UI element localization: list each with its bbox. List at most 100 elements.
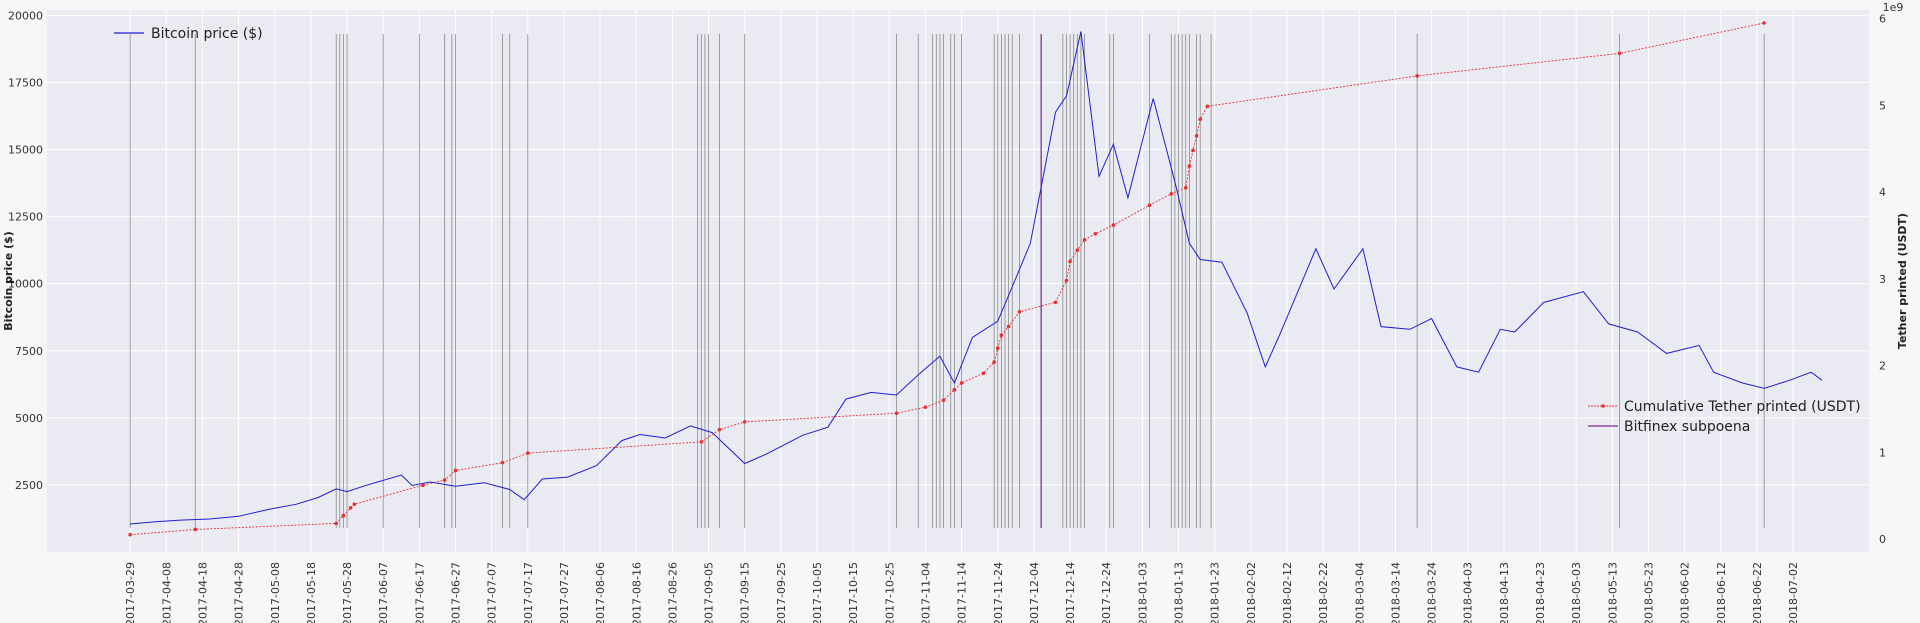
tether-point: [1187, 164, 1192, 168]
tether-point: [348, 505, 353, 510]
y-tick-label: 7500: [15, 345, 43, 358]
x-tick-label: 2017-10-15: [847, 562, 860, 623]
x-tick-label: 2017-08-06: [594, 562, 607, 623]
left-y-ticks: 2500 5000 7500 10000 12500 15000 17500 20000: [8, 9, 43, 492]
x-tick-label: 2017-12-14: [1064, 562, 1077, 623]
tether-point: [193, 527, 198, 532]
x-tick-label: 2018-04-03: [1462, 562, 1475, 623]
x-tick-label: 2017-06-17: [413, 562, 426, 623]
x-tick-label: 2017-05-28: [341, 562, 354, 623]
tether-point: [442, 478, 447, 482]
tether-point: [941, 398, 946, 403]
legend-bitcoin: Bitcoin price ($): [114, 26, 263, 42]
tether-point: [742, 420, 747, 424]
y-tick-label: 12500: [8, 211, 43, 224]
x-tick-label: 2018-01-23: [1209, 562, 1222, 623]
x-tick-label: 2017-06-27: [450, 562, 463, 623]
tether-point: [1191, 148, 1195, 153]
tether-point: [1205, 104, 1210, 109]
x-tick-label: 2017-09-25: [775, 562, 788, 623]
legend-tether-marker: [1601, 404, 1605, 408]
tether-point: [1183, 185, 1188, 190]
x-tick-label: 2018-02-12: [1281, 562, 1294, 623]
x-tick-label: 2018-01-03: [1136, 562, 1149, 623]
x-tick-label: 2018-03-24: [1426, 562, 1439, 623]
tether-point: [995, 346, 1000, 351]
x-tick-label: 2017-06-07: [377, 562, 390, 623]
x-tick-label: 2017-11-04: [919, 562, 932, 623]
x-tick-label: 2018-04-23: [1534, 562, 1547, 623]
y2-tick-label: 5: [1879, 99, 1886, 112]
x-tick-label: 2017-11-24: [992, 562, 1005, 623]
x-tick-label: 2018-02-02: [1245, 562, 1258, 623]
tether-point: [1068, 259, 1072, 264]
x-tick-label: 2018-03-04: [1353, 562, 1366, 623]
left-y-axis-label: Bitcoin price ($): [2, 231, 15, 331]
right-y-exponent-label: 1e9: [1883, 1, 1904, 14]
tether-point: [959, 381, 964, 385]
tether-point: [992, 360, 996, 364]
x-tick-label: 2017-12-24: [1100, 562, 1113, 623]
x-tick-label: 2017-05-08: [269, 562, 282, 623]
legend-bitcoin-label: Bitcoin price ($): [151, 26, 263, 42]
y-tick-label: 2500: [15, 479, 43, 492]
tether-point: [923, 405, 928, 409]
x-tick-label: 2018-03-14: [1389, 562, 1402, 623]
x-tick-label: 2018-06-22: [1751, 562, 1764, 623]
y-tick-label: 10000: [8, 278, 43, 291]
tether-point: [1075, 248, 1080, 253]
tether-point: [981, 371, 986, 376]
x-tick-label: 2018-02-22: [1317, 562, 1330, 623]
tether-point: [1006, 324, 1011, 329]
y-tick-label: 20000: [8, 9, 43, 22]
plot-area: [47, 10, 1869, 552]
x-tick-label: 2017-09-05: [703, 562, 716, 623]
tether-point: [1617, 51, 1622, 56]
x-tick-label: 2018-05-23: [1642, 562, 1655, 623]
tether-point: [1194, 133, 1199, 138]
y2-tick-label: 6: [1879, 13, 1886, 26]
tether-point: [999, 333, 1004, 338]
x-tick-label: 2017-04-18: [196, 562, 209, 623]
right-y-ticks: 0 1 2 3 4 5 6: [1879, 13, 1886, 546]
tether-point: [526, 451, 530, 455]
series-layer: [128, 21, 1823, 537]
y2-tick-label: 3: [1879, 273, 1886, 286]
tether-point: [1415, 74, 1419, 78]
tether-point: [1147, 203, 1152, 207]
y-tick-label: 15000: [8, 144, 43, 157]
x-tick-label: 2017-05-18: [305, 562, 318, 623]
tether-point: [334, 521, 339, 526]
legend-tether-label: Cumulative Tether printed (USDT): [1624, 399, 1861, 415]
legend-tether: Cumulative Tether printed (USDT): [1588, 399, 1861, 415]
y2-tick-label: 1: [1879, 446, 1886, 459]
x-tick-label: 2017-10-05: [811, 562, 824, 623]
tether-point: [500, 460, 505, 465]
x-tick-label: 2017-09-15: [739, 562, 752, 623]
tether-point: [421, 483, 425, 488]
legend-subpoena-label: Bitfinex subpoena: [1624, 419, 1750, 435]
x-tick-label: 2018-05-13: [1606, 562, 1619, 623]
tether-point: [1093, 231, 1098, 236]
x-tick-label: 2017-08-26: [666, 562, 679, 623]
y2-tick-label: 2: [1879, 360, 1886, 373]
x-tick-label: 2017-10-25: [883, 562, 896, 623]
x-tick-label: 2017-04-28: [233, 562, 246, 623]
x-tick-label: 2017-03-29: [124, 562, 137, 623]
x-tick-label: 2017-07-17: [522, 562, 535, 623]
tether-point: [952, 388, 957, 392]
x-tick-label: 2018-01-13: [1173, 562, 1186, 623]
tether-point: [1082, 238, 1087, 242]
y2-tick-label: 0: [1879, 533, 1886, 546]
tether-point: [894, 411, 899, 416]
tether-point: [1111, 223, 1116, 227]
y2-tick-label: 4: [1879, 186, 1886, 199]
tether-point: [1169, 192, 1174, 196]
tether-point: [453, 468, 458, 473]
tether-point: [1198, 117, 1203, 122]
x-tick-label: 2017-11-14: [956, 562, 969, 623]
tether-point: [1017, 309, 1022, 314]
tether-point: [352, 502, 357, 507]
x-ticks: 2017-03-29 2017-04-08 2017-04-18 2017-04-28…: [124, 562, 1800, 623]
right-y-axis-label: Tether printed (USDT): [1896, 213, 1909, 349]
